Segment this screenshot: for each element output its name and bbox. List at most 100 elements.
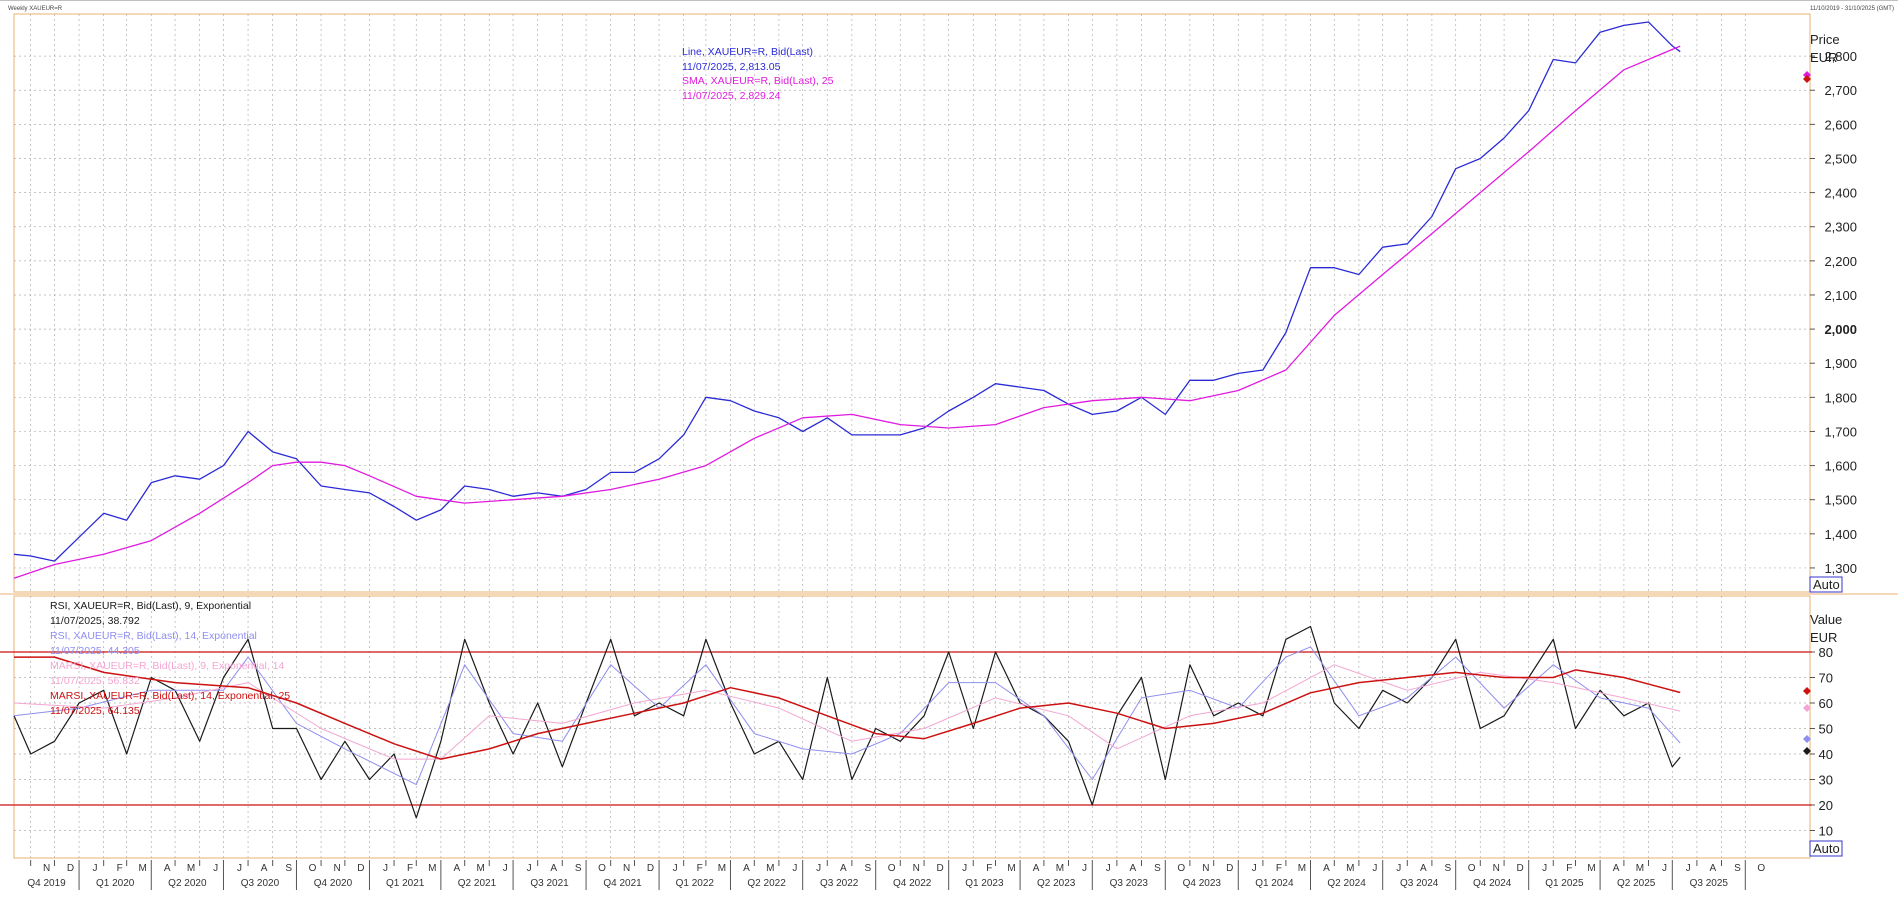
month-label: M [138,863,146,874]
indicator-grid [14,596,1810,858]
line-last-marker [1803,75,1811,83]
month-label: M [1587,863,1595,874]
indicator-auto-box[interactable] [1809,840,1843,857]
indicator-tick-label: 40 [1819,747,1833,762]
month-label: A [1033,863,1040,874]
legend-sma-value: 11/07/2025, 2,829.24 [682,90,781,102]
price-tick-label: 1,700 [1824,424,1857,439]
month-label: J [1372,863,1377,874]
month-label: F [986,863,992,874]
quarter-label: Q1 2024 [1255,878,1294,889]
month-label: A [1323,863,1330,874]
indicator-panel-frame [13,595,1811,859]
month-label: J [1106,863,1111,874]
month-label: O [1757,863,1765,874]
quarter-label: Q1 2020 [96,878,135,889]
price-panel-frame [13,13,1811,593]
month-label: A [1130,863,1137,874]
rsi9-series [13,625,1681,819]
month-label: N [623,863,630,874]
price-legend: Line, XAUEUR=R, Bid(Last) 11/07/2025, 2,… [682,46,834,102]
month-label: A [1420,863,1427,874]
marsi9-series [13,664,1681,760]
quarter-label: Q4 2021 [603,878,642,889]
price-tick-label: 1,400 [1824,527,1857,542]
marsi14-last-marker [1803,687,1811,695]
month-label: N [1493,863,1500,874]
month-label: A [743,863,750,874]
price-tick-label: 2,400 [1824,186,1857,201]
quarter-label: Q2 2020 [168,878,207,889]
quarter-label: Q2 2022 [747,878,786,889]
indicator-tick-label: 70 [1819,671,1833,686]
month-label: J [93,863,98,874]
price-auto-button[interactable]: Auto [1809,576,1843,593]
month-label: J [1396,863,1401,874]
legend-sma-name: SMA, XAUEUR=R, Bid(Last), 25 [682,75,834,87]
price-auto-label[interactable]: Auto [1813,577,1840,592]
month-label: N [913,863,920,874]
legend-line-value: 11/07/2025, 2,813.05 [682,61,781,73]
indicator-tick-label: 30 [1819,773,1833,788]
quarter-label: Q1 2022 [676,878,715,889]
month-label: J [213,863,218,874]
month-label: O [309,863,317,874]
legend-line-name: Line, XAUEUR=R, Bid(Last) [682,46,813,58]
price-auto-box[interactable] [1809,576,1843,593]
indicator-auto-button[interactable]: Auto [1809,840,1843,857]
rsi14-series [13,646,1681,786]
quarter-label: Q4 2024 [1473,878,1512,889]
legend-marsi14-name: MARSI, XAUEUR=R, Bid(Last), 14, Exponent… [50,690,290,702]
month-label: S [1445,863,1452,874]
quarter-label: Q3 2020 [241,878,280,889]
indicator-axis-title: Value [1810,612,1842,627]
quarter-label: Q1 2023 [965,878,1004,889]
month-label: F [1276,863,1282,874]
month-label: D [936,863,943,874]
quarter-label: Q2 2024 [1327,878,1366,889]
month-label: O [1468,863,1476,874]
indicator-auto-label[interactable]: Auto [1813,841,1840,856]
price-tick-label: 1,600 [1824,459,1857,474]
month-label: J [1252,863,1257,874]
month-label: M [1346,863,1354,874]
month-label: J [816,863,821,874]
legend-marsi14-value: 11/07/2025, 64.135 [50,705,140,717]
month-label: A [550,863,557,874]
month-label: J [1686,863,1691,874]
quarter-label: Q3 2023 [1110,878,1149,889]
month-label: F [697,863,703,874]
indicator-axis-ticks: 10 20 30 40 50 60 70 80 [1810,645,1833,839]
rsi14-last-marker [1803,735,1811,743]
price-tick-label: 2,800 [1824,49,1857,64]
month-label: N [1202,863,1209,874]
month-label: D [1226,863,1233,874]
month-label: J [962,863,967,874]
month-label: N [43,863,50,874]
indicator-tick-label: 60 [1819,696,1833,711]
month-label: M [718,863,726,874]
price-last-markers [1803,71,1811,83]
indicator-legend: RSI, XAUEUR=R, Bid(Last), 9, Exponential… [50,600,290,717]
legend-marsi9-value: 11/07/2025, 56.832 [50,675,140,687]
month-label: D [647,863,654,874]
month-label: M [1056,863,1064,874]
price-tick-label: 1,500 [1824,493,1857,508]
price-tick-label: 1,300 [1824,561,1857,576]
month-label: F [117,863,123,874]
indicator-tick-label: 80 [1819,645,1833,660]
month-label: A [840,863,847,874]
month-label: J [1542,863,1547,874]
rsi9-last-marker [1803,747,1811,755]
quarter-label: Q1 2025 [1545,878,1584,889]
month-label: A [164,863,171,874]
month-label: J [503,863,508,874]
indicator-axis-unit: EUR [1810,630,1837,645]
month-label: J [792,863,797,874]
month-label: D [357,863,364,874]
month-label: N [333,863,340,874]
legend-marsi9-name: MARSI, XAUEUR=R, Bid(Last), 9, Exponenti… [50,660,284,672]
month-label: S [1734,863,1741,874]
